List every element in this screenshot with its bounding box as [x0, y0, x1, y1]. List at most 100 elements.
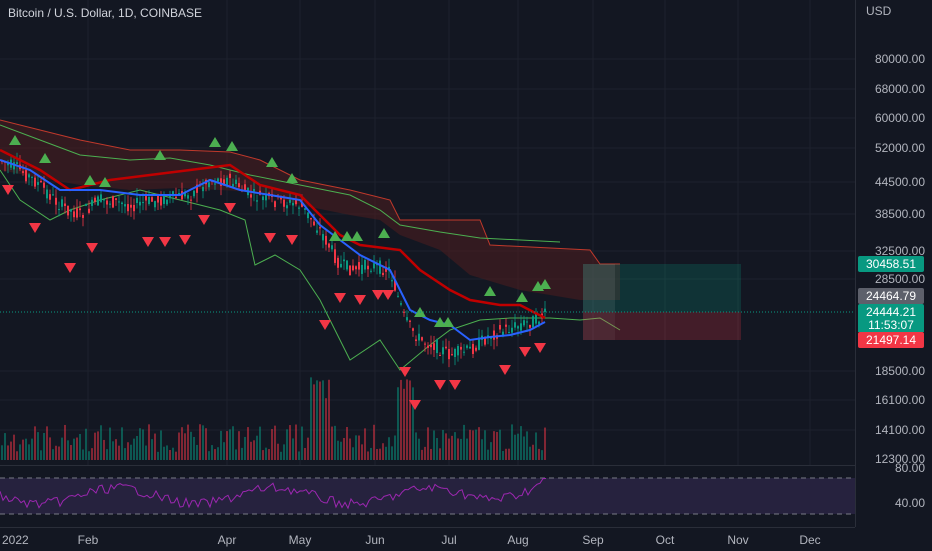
volume-bar [118, 445, 120, 460]
volume-bar [481, 439, 483, 460]
volume-bar [376, 448, 378, 460]
volume-bar [439, 448, 441, 460]
volume-bar [394, 435, 396, 460]
candle-body [529, 324, 531, 328]
candle-body [136, 197, 138, 203]
red-triangle-down-icon [159, 237, 171, 247]
volume-bar [337, 440, 339, 460]
volume-bar [367, 451, 369, 460]
candle-body [478, 337, 480, 350]
volume-bar [127, 442, 129, 460]
price-axis[interactable]: USD 80000.00 68000.00 60000.00 52000.00 … [855, 0, 932, 527]
volume-bar [34, 426, 36, 460]
time-label-feb: Feb [77, 533, 99, 547]
red-triangle-down-icon [519, 347, 531, 357]
volume-bar [499, 429, 501, 460]
volume-bar [487, 449, 489, 460]
symbol-title[interactable]: Bitcoin / U.S. Dollar, 1D, COINBASE [8, 6, 203, 20]
candle-body [325, 235, 327, 245]
price-tick: 32500.00 [874, 244, 925, 258]
price-tick: 44500.00 [874, 175, 925, 189]
red-trend-line [0, 148, 546, 320]
rsi-band [0, 478, 855, 514]
candle-body [412, 328, 414, 331]
candle-body [379, 260, 381, 274]
candle-body [535, 312, 537, 324]
candle-body [355, 266, 357, 270]
time-axis[interactable]: 2022 Feb Apr May Jun Jul Aug Sep Oct Nov… [0, 527, 855, 551]
volume-bar [460, 438, 462, 460]
volume-bar [307, 437, 309, 460]
time-label-aug: Aug [507, 533, 529, 547]
volume-bar [220, 430, 222, 460]
red-triangle-down-icon [409, 400, 421, 410]
price-chart[interactable] [0, 0, 855, 465]
volume-bar [286, 429, 288, 460]
candle-body [460, 346, 462, 350]
price-tick: 14100.00 [874, 423, 925, 437]
candle-body [139, 201, 141, 206]
red-triangle-down-icon [2, 185, 14, 195]
rsi-pane[interactable] [0, 465, 855, 528]
volume-bar [508, 448, 510, 460]
volume-bar [436, 438, 438, 460]
candle-body [493, 330, 495, 340]
candle-body [289, 199, 291, 203]
volume-bar [484, 430, 486, 460]
candle-body [505, 324, 507, 327]
volume-bar [259, 426, 261, 460]
candle-body [286, 205, 288, 209]
volume-bar [82, 449, 84, 460]
volume-bar [64, 424, 66, 460]
volume-bar [313, 384, 315, 460]
volume-bar [160, 430, 162, 460]
volume-bar [13, 434, 15, 460]
target-price-tag: 30458.51 [858, 256, 924, 272]
candle-body [502, 331, 504, 336]
volume-bar [19, 444, 21, 460]
candle-body [160, 197, 162, 206]
candle-body [394, 280, 396, 291]
candle-body [190, 199, 192, 201]
volume-bar [208, 451, 210, 460]
volume-bar [448, 438, 450, 460]
volume-bar [469, 429, 471, 460]
volume-bar [529, 446, 531, 460]
candle-body [472, 343, 474, 354]
candle-body [436, 339, 438, 354]
rsi-chart[interactable] [0, 466, 855, 528]
volume-bar [241, 447, 243, 460]
candle-body [223, 179, 225, 186]
volume-bar [79, 433, 81, 460]
candle-body [292, 202, 294, 206]
candle-body [40, 180, 42, 183]
volume-bar [517, 433, 519, 460]
time-label-oct: Oct [655, 533, 675, 547]
candle-body [406, 317, 408, 321]
red-triangle-down-icon [286, 235, 298, 245]
candle-body [331, 245, 333, 250]
volume-bar [343, 437, 345, 460]
time-label-may: May [288, 533, 312, 547]
price-tick: 38500.00 [874, 207, 925, 221]
volume-bar [289, 425, 291, 460]
last-price-tag: 24444.21 [858, 304, 924, 320]
volume-bar [181, 427, 183, 460]
stop-price-tag: 21497.14 [858, 332, 924, 348]
main-chart-pane[interactable]: Bitcoin / U.S. Dollar, 1D, COINBASE [0, 0, 855, 465]
volume-bar [226, 431, 228, 460]
green-triangle-up-icon [442, 317, 454, 327]
candle-body [532, 316, 534, 328]
candle-body [43, 182, 45, 188]
candle-body [391, 280, 393, 282]
green-triangle-up-icon [154, 150, 166, 160]
candle-body [322, 234, 324, 241]
candle-body [157, 195, 159, 203]
candle-body [346, 260, 348, 270]
candle-body [466, 345, 468, 348]
red-triangle-down-icon [264, 233, 276, 243]
candle-body [511, 327, 513, 333]
volume-bar [145, 445, 147, 460]
green-triangle-up-icon [99, 177, 111, 187]
red-triangle-down-icon [354, 295, 366, 305]
